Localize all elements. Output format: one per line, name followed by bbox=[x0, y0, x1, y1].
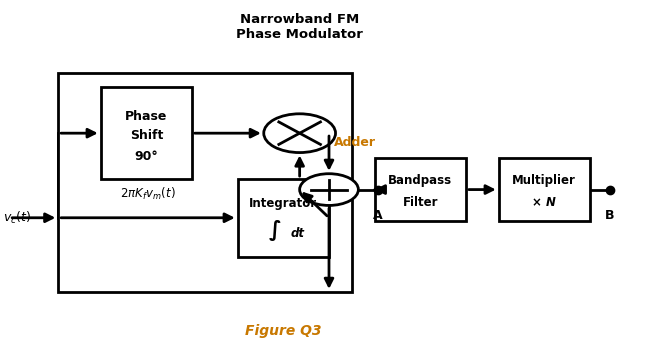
Text: × N: × N bbox=[532, 196, 556, 209]
FancyBboxPatch shape bbox=[374, 158, 466, 221]
FancyBboxPatch shape bbox=[238, 179, 329, 257]
Text: Integrator: Integrator bbox=[249, 197, 317, 210]
Text: $v_c(t)$: $v_c(t)$ bbox=[3, 210, 31, 226]
Text: $2\pi K_f v_m(t)$: $2\pi K_f v_m(t)$ bbox=[120, 186, 176, 202]
FancyBboxPatch shape bbox=[499, 158, 590, 221]
Text: Shift: Shift bbox=[130, 129, 163, 141]
Text: Figure Q3: Figure Q3 bbox=[245, 324, 322, 338]
Text: Adder: Adder bbox=[334, 136, 376, 149]
Text: Filter: Filter bbox=[403, 196, 438, 209]
Text: Bandpass: Bandpass bbox=[388, 174, 453, 187]
Circle shape bbox=[264, 114, 336, 153]
Circle shape bbox=[299, 174, 359, 205]
Text: ∫: ∫ bbox=[269, 221, 282, 241]
Text: dt: dt bbox=[291, 227, 305, 240]
Text: A: A bbox=[373, 209, 383, 222]
Text: Narrowband FM
Phase Modulator: Narrowband FM Phase Modulator bbox=[236, 13, 363, 42]
Text: 90°: 90° bbox=[134, 150, 158, 163]
FancyBboxPatch shape bbox=[101, 87, 192, 179]
FancyBboxPatch shape bbox=[59, 73, 352, 292]
Text: Multiplier: Multiplier bbox=[513, 174, 576, 187]
Text: Phase: Phase bbox=[125, 110, 168, 123]
Text: B: B bbox=[605, 209, 615, 222]
